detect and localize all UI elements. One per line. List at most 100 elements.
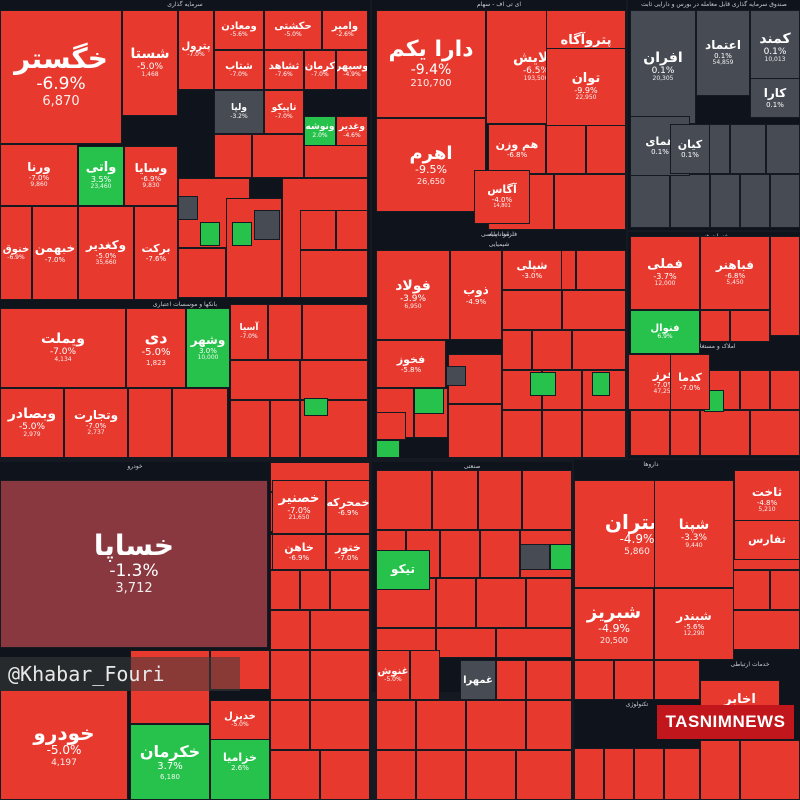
stock-tile[interactable]: فباهنر -6.8% 5,450 (700, 236, 770, 310)
stock-tile-small[interactable] (750, 410, 800, 456)
stock-tile-small[interactable] (730, 610, 800, 650)
stock-tile-small[interactable] (230, 400, 270, 458)
stock-tile-small[interactable] (252, 134, 304, 178)
stock-tile-small[interactable] (410, 650, 440, 700)
stock-tile-small[interactable] (232, 222, 252, 246)
stock-tile-small[interactable] (466, 700, 526, 750)
stock-tile[interactable]: فنوال 6.9% (630, 310, 700, 354)
stock-tile-small[interactable] (770, 174, 800, 228)
stock-tile[interactable]: توان -9.9% 22,950 (546, 48, 626, 126)
stock-tile-small[interactable] (630, 174, 670, 228)
stock-tile-small[interactable] (436, 628, 496, 658)
stock-tile-small[interactable] (270, 750, 320, 800)
stock-tile-small[interactable] (770, 370, 800, 410)
stock-tile[interactable]: وسایا -6.9% 9,830 (124, 146, 178, 206)
stock-tile[interactable]: پترول -7.0% (178, 10, 214, 90)
stock-tile[interactable]: فخوز -5.8% (376, 340, 446, 388)
stock-tile[interactable]: شبندر -5.6% 12,290 (654, 588, 734, 660)
stock-tile-small[interactable] (530, 372, 556, 396)
stock-tile-small[interactable] (214, 134, 252, 178)
stock-tile[interactable]: ولپا -3.2% (214, 90, 264, 134)
stock-tile-small[interactable] (634, 748, 664, 800)
stock-tile-small[interactable] (516, 750, 572, 800)
stock-tile[interactable]: تفارس (734, 520, 800, 560)
stock-tile-small[interactable] (310, 700, 370, 750)
stock-tile-small[interactable] (576, 250, 626, 290)
stock-tile[interactable]: فملی -3.7% 12,000 (630, 236, 700, 310)
stock-tile-small[interactable] (268, 304, 302, 360)
stock-tile-small[interactable] (270, 610, 310, 650)
stock-tile[interactable]: شپنا -3.3% 9,440 (654, 480, 734, 588)
stock-tile-small[interactable] (178, 248, 226, 298)
stock-tile-small[interactable] (770, 236, 800, 336)
stock-tile-small[interactable] (446, 366, 466, 386)
stock-tile-small[interactable] (572, 330, 626, 370)
stock-tile[interactable]: خبهمن -7.0% (32, 206, 78, 300)
stock-tile[interactable]: خکرمان 3.7% 6,180 (130, 724, 210, 800)
stock-tile-small[interactable] (574, 660, 614, 700)
stock-tile[interactable]: اهرم -9.5% 26,650 (376, 118, 486, 212)
stock-tile[interactable]: واتی 3.5% 23,460 (78, 146, 124, 206)
stock-tile-small[interactable] (550, 544, 572, 570)
stock-tile[interactable]: دارا یکم -9.4% 210,700 (376, 10, 486, 118)
stock-tile-small[interactable] (562, 290, 626, 330)
stock-tile[interactable]: خگستر -6.9% 6,870 (0, 10, 122, 144)
stock-tile-small[interactable] (710, 174, 740, 228)
stock-tile[interactable]: دی -5.0% 1,823 (126, 308, 186, 388)
stock-tile-small[interactable] (670, 410, 700, 456)
stock-tile-small[interactable] (128, 388, 172, 458)
stock-tile-small[interactable] (376, 470, 432, 530)
stock-tile-small[interactable] (310, 610, 370, 650)
stock-tile-small[interactable] (542, 410, 582, 458)
stock-tile[interactable]: خساپا -1.3% 3,712 (0, 480, 268, 648)
stock-tile-small[interactable] (614, 660, 654, 700)
stock-tile-small[interactable] (770, 570, 800, 610)
stock-tile-small[interactable] (270, 400, 300, 458)
stock-tile[interactable]: خمحرکه -6.9% (326, 480, 370, 534)
stock-tile-small[interactable] (336, 210, 368, 250)
stock-tile[interactable]: غمهرا (460, 660, 496, 700)
stock-tile[interactable]: خنوق -6.9% (0, 206, 32, 300)
stock-tile[interactable]: وتجارت -7.0% 2,737 (64, 388, 128, 458)
stock-tile[interactable]: شستا -5.0% 1,468 (122, 10, 178, 116)
stock-tile[interactable]: وامیر -2.6% (322, 10, 368, 50)
stock-tile-small[interactable] (300, 250, 368, 298)
stock-tile-small[interactable] (200, 222, 220, 246)
stock-tile[interactable]: شتاب -7.0% (214, 50, 264, 90)
stock-tile[interactable]: ختور -7.0% (326, 534, 370, 570)
stock-tile-small[interactable] (700, 740, 740, 800)
stock-tile[interactable]: ونوشه 2.0% (304, 116, 336, 146)
stock-tile-small[interactable] (496, 628, 572, 658)
stock-tile-small[interactable] (376, 412, 406, 440)
stock-tile-small[interactable] (178, 196, 198, 220)
stock-tile-small[interactable] (376, 700, 416, 750)
stock-tile[interactable]: فولاد -3.9% 6,950 (376, 250, 450, 340)
stock-tile-small[interactable] (740, 174, 770, 228)
stock-tile-small[interactable] (480, 530, 520, 578)
stock-tile-small[interactable] (172, 388, 228, 458)
stock-tile[interactable]: وغدیر -4.6% (336, 116, 368, 146)
stock-tile[interactable]: ومعادن -5.6% (214, 10, 264, 50)
stock-tile-small[interactable] (416, 700, 466, 750)
stock-tile-small[interactable] (300, 570, 330, 610)
stock-tile-small[interactable] (740, 740, 800, 800)
stock-tile[interactable]: کرمان -7.0% (304, 50, 336, 90)
stock-tile-small[interactable] (436, 578, 476, 628)
stock-tile-small[interactable] (304, 398, 328, 416)
stock-tile[interactable]: خصنیر -7.0% 21,650 (272, 480, 326, 534)
stock-tile-small[interactable] (300, 360, 368, 400)
stock-tile-small[interactable] (476, 578, 526, 628)
stock-tile[interactable]: خودرو -5.0% 4,197 (0, 690, 128, 800)
stock-tile[interactable]: حکشتی -5.0% (264, 10, 322, 50)
stock-tile-small[interactable] (432, 470, 478, 530)
stock-tile[interactable]: آگاس -4.0% 14,801 (474, 170, 530, 224)
stock-tile-small[interactable] (502, 290, 562, 330)
stock-tile[interactable]: شپلی -3.0% (502, 250, 562, 290)
stock-tile-small[interactable] (414, 388, 444, 414)
stock-tile[interactable]: وشهر 3.0% 10,000 (186, 308, 230, 388)
stock-tile-small[interactable] (586, 124, 626, 174)
stock-tile-small[interactable] (270, 570, 300, 610)
stock-tile-small[interactable] (270, 650, 310, 700)
stock-tile[interactable]: اعتماد 0.1% 54,859 (696, 10, 750, 96)
stock-tile-small[interactable] (766, 124, 800, 174)
